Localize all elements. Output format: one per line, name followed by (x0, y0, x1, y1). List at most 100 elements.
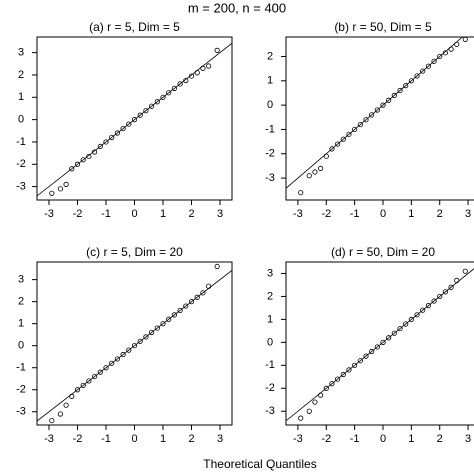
point (57, 186, 63, 192)
x-tick-label: -2 (73, 208, 83, 220)
point (214, 263, 220, 270)
point (109, 360, 115, 366)
y-tick-label: -2 (16, 158, 26, 170)
y-tick-label: 1 (267, 313, 273, 325)
figure-title: m = 200, n = 400 (188, 0, 286, 15)
y-tick-label: -3 (16, 181, 26, 193)
point (206, 63, 212, 69)
x-tick-label: 1 (160, 208, 166, 220)
point (335, 376, 341, 382)
point (357, 358, 363, 364)
y-tick-label: 0 (267, 99, 273, 111)
point (49, 190, 55, 196)
point (69, 393, 75, 399)
x-tick-label: 2 (437, 433, 443, 445)
point (363, 117, 369, 123)
point (340, 136, 346, 142)
y-tick-label: -3 (16, 406, 26, 418)
point (74, 161, 81, 167)
point (425, 63, 431, 69)
panel-title: (c) r = 5, Dim = 20 (86, 245, 183, 259)
x-tick-label: 0 (380, 208, 386, 220)
point (425, 303, 431, 309)
y-tick-label: 1 (18, 91, 24, 103)
point (306, 408, 312, 414)
y-tick-label: -1 (16, 362, 26, 374)
point (414, 312, 420, 318)
point (397, 87, 403, 94)
panel: (c) r = 5, Dim = 20 -3 -2 -1 0 1 2 3 -3 -2 -1 0 1 2 3 (16, 245, 233, 445)
point (391, 330, 397, 336)
point (200, 290, 206, 296)
point (137, 112, 143, 118)
x-tick-label: 3 (465, 433, 471, 445)
x-tick-label: -2 (321, 208, 331, 220)
y-tick-label: 1 (267, 75, 273, 87)
point (109, 134, 115, 141)
y-tick-label: 2 (18, 69, 24, 81)
x-tick-label: -1 (350, 208, 360, 220)
point (57, 411, 63, 417)
x-tick-label: -3 (44, 208, 54, 220)
point (408, 78, 414, 84)
x-tick-label: -2 (73, 433, 83, 445)
panel: (b) r = 50, Dim = 5 -3 -2 -1 0 1 2 3 -3 -2 -1 0 1 2 (265, 20, 474, 220)
x-tick-label: 3 (465, 208, 471, 220)
point (386, 97, 392, 103)
x-axis-label: Theoretical Quantiles (203, 457, 316, 471)
point (323, 385, 329, 391)
point (74, 387, 81, 393)
point (143, 334, 149, 340)
plot-box (285, 36, 474, 201)
y-tick-label: -2 (265, 148, 275, 160)
point (160, 321, 166, 327)
point (171, 85, 178, 91)
point (462, 268, 468, 274)
point (420, 68, 426, 74)
point (431, 298, 437, 304)
point (391, 92, 397, 98)
point (114, 356, 120, 362)
y-tick-label: 2 (267, 50, 273, 62)
panel-title: (d) r = 50, Dim = 20 (331, 245, 435, 259)
x-tick-label: 0 (380, 433, 386, 445)
point (149, 103, 155, 109)
point (80, 157, 86, 163)
x-tick-label: 3 (217, 208, 223, 220)
point (454, 41, 460, 47)
point (188, 299, 195, 305)
point (369, 348, 375, 355)
reference-line (286, 268, 474, 422)
point (340, 371, 346, 378)
x-tick-label: -3 (293, 433, 303, 445)
point (137, 338, 143, 344)
point (352, 126, 358, 133)
point (454, 277, 460, 283)
point (335, 141, 341, 147)
point (363, 353, 369, 359)
point (97, 369, 103, 375)
y-tick-label: 3 (18, 274, 24, 286)
point (114, 130, 120, 136)
point (126, 121, 132, 127)
point (69, 166, 75, 172)
x-tick-label: 2 (188, 433, 194, 445)
point (194, 70, 200, 76)
point (188, 73, 195, 79)
point (318, 392, 324, 398)
point (403, 83, 409, 89)
point (374, 344, 380, 350)
reference-line (37, 270, 232, 422)
point (63, 181, 69, 187)
point (369, 112, 375, 118)
y-tick-label: 1 (18, 318, 24, 330)
point (120, 125, 126, 132)
panel-title: (b) r = 50, Dim = 5 (334, 20, 432, 34)
point (103, 365, 109, 371)
plot-box (285, 261, 474, 426)
x-tick-label: 2 (188, 208, 194, 220)
x-tick-label: -2 (321, 433, 331, 445)
point (126, 347, 132, 353)
point (177, 307, 183, 314)
point (323, 153, 329, 159)
